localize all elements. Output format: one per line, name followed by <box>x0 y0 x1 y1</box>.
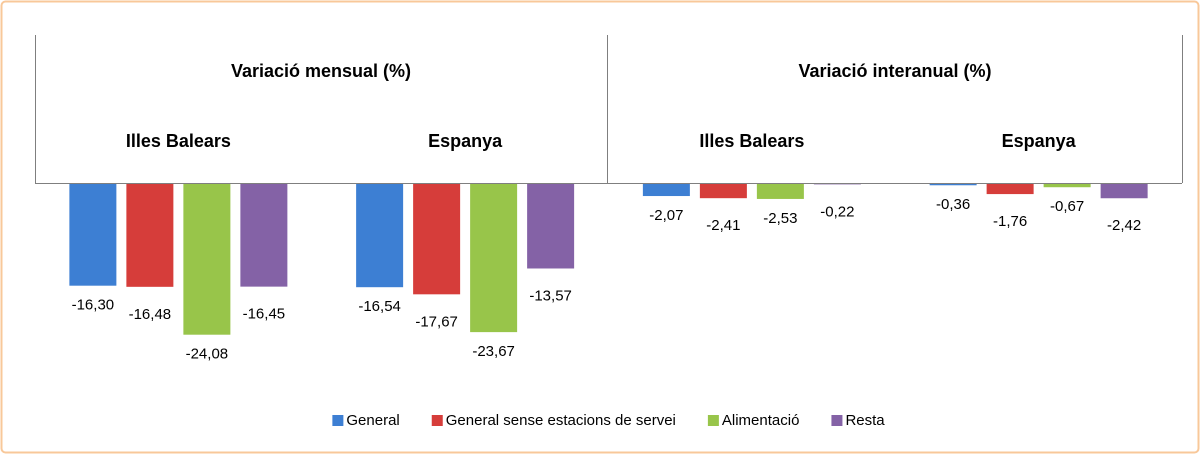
bar <box>929 183 977 186</box>
legend-swatch <box>431 415 443 426</box>
value-label: -0,36 <box>936 196 970 213</box>
bar <box>1043 183 1091 188</box>
group-label: Variació mensual (%) <box>231 61 411 81</box>
bar <box>356 183 404 288</box>
bar <box>470 183 518 333</box>
value-label: -16,48 <box>129 306 172 323</box>
value-label: -1,76 <box>993 213 1027 230</box>
legend-swatch <box>332 415 344 426</box>
bar <box>756 183 804 199</box>
legend-swatch <box>707 415 719 426</box>
category-label: Illes Balears <box>699 131 804 151</box>
bar <box>413 183 461 295</box>
value-label: -16,45 <box>243 306 286 323</box>
bar <box>527 183 575 269</box>
value-label: -2,07 <box>649 207 683 224</box>
legend-label: Resta <box>845 412 885 429</box>
value-label: -2,41 <box>706 217 740 234</box>
bar <box>126 183 174 287</box>
value-label: -2,42 <box>1107 217 1141 234</box>
legend-label: General <box>346 412 399 429</box>
value-label: -0,22 <box>820 203 854 220</box>
bar <box>642 183 690 197</box>
bar <box>69 183 117 286</box>
value-label: -16,30 <box>72 297 115 314</box>
category-label: Espanya <box>1002 131 1077 151</box>
bar <box>183 183 231 335</box>
bar <box>986 183 1034 195</box>
header-grid <box>35 35 1183 183</box>
category-label: Espanya <box>428 131 503 151</box>
value-label: -24,08 <box>186 346 229 363</box>
bar <box>699 183 747 199</box>
value-label: -17,67 <box>415 313 458 330</box>
value-label: -13,57 <box>529 287 572 304</box>
group-label: Variació interanual (%) <box>798 61 991 81</box>
legend-label: General sense estacions de servei <box>446 412 676 429</box>
legend-label: Alimentació <box>722 412 800 429</box>
category-label: Illes Balears <box>126 131 231 151</box>
value-label: -0,67 <box>1050 198 1084 215</box>
value-label: -16,54 <box>358 298 401 315</box>
value-label: -23,67 <box>472 343 515 360</box>
value-label: -2,53 <box>763 210 797 227</box>
bar <box>1100 183 1148 199</box>
legend-swatch <box>831 415 843 426</box>
bar <box>240 183 288 287</box>
